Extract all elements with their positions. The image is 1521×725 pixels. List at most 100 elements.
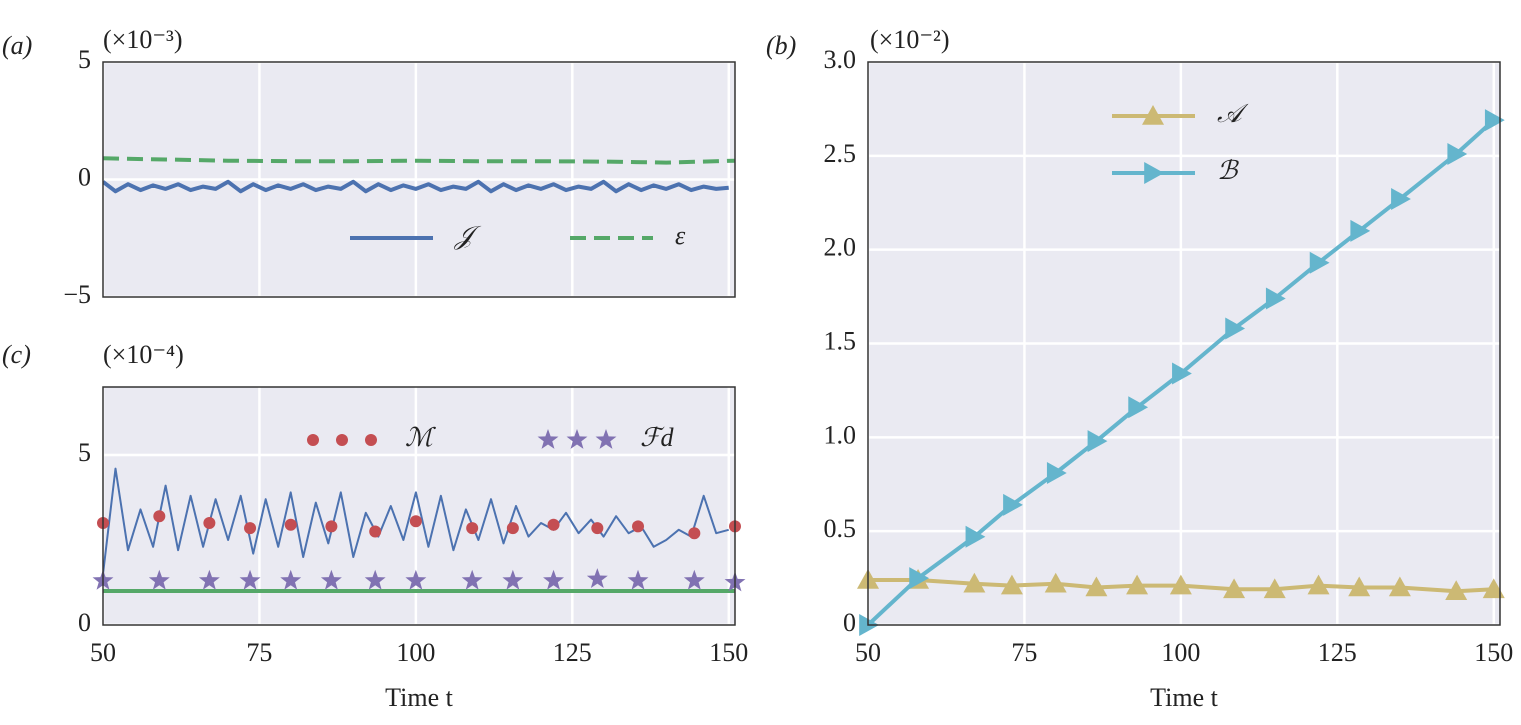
marker bbox=[1265, 287, 1286, 310]
y-tick-label: 2.0 bbox=[824, 233, 857, 262]
marker bbox=[239, 569, 261, 590]
series-line bbox=[103, 467, 729, 575]
y-tick-label: 2.5 bbox=[824, 139, 857, 168]
legend-marker bbox=[595, 429, 617, 449]
marker bbox=[1388, 576, 1411, 597]
plot-frame bbox=[102, 386, 736, 626]
x-tick-label: 150 bbox=[709, 638, 748, 667]
marker bbox=[1044, 572, 1067, 593]
marker bbox=[1447, 142, 1468, 165]
x-axis-label: Time t bbox=[1150, 683, 1218, 712]
scale-label: (×10⁻²) bbox=[870, 25, 950, 54]
legend-marker bbox=[336, 434, 348, 446]
legend-marker bbox=[566, 429, 588, 449]
y-tick-label: 1.0 bbox=[824, 420, 857, 449]
marker bbox=[586, 568, 608, 588]
marker bbox=[506, 522, 519, 535]
marker bbox=[543, 569, 564, 590]
y-tick-label: −5 bbox=[63, 280, 91, 309]
legend-marker bbox=[307, 434, 319, 446]
x-tick-label: 75 bbox=[1011, 638, 1037, 667]
y-tick-label: 0.5 bbox=[824, 514, 857, 543]
x-tick-label: 125 bbox=[1318, 638, 1357, 667]
marker bbox=[1172, 362, 1192, 385]
marker bbox=[1169, 574, 1192, 595]
y-tick-label: 5 bbox=[78, 438, 91, 467]
marker bbox=[1003, 493, 1023, 516]
marker bbox=[461, 569, 483, 590]
legend-marker bbox=[1142, 105, 1164, 125]
marker bbox=[280, 569, 302, 590]
y-tick-label: 0 bbox=[78, 162, 91, 191]
x-axis-label: Time t bbox=[385, 683, 453, 712]
panel-label: (b) bbox=[766, 31, 796, 60]
y-tick-label: 0 bbox=[78, 608, 91, 637]
marker bbox=[203, 517, 216, 529]
marker bbox=[683, 569, 705, 590]
marker bbox=[547, 518, 560, 531]
marker bbox=[466, 522, 479, 535]
legend-marker bbox=[1144, 162, 1164, 184]
marker bbox=[1225, 317, 1246, 340]
marker bbox=[1350, 219, 1371, 242]
legend-marker bbox=[365, 434, 377, 446]
marker bbox=[369, 525, 382, 538]
x-tick-label: 150 bbox=[1474, 638, 1513, 667]
marker bbox=[1445, 580, 1468, 601]
legend-label: ℳ bbox=[405, 423, 436, 452]
marker bbox=[409, 515, 422, 528]
x-tick-label: 50 bbox=[855, 638, 881, 667]
marker bbox=[627, 569, 649, 590]
legend-label: ℱd bbox=[640, 423, 674, 452]
marker bbox=[284, 518, 297, 531]
plot-frame bbox=[867, 61, 1501, 626]
x-tick-label: 75 bbox=[246, 638, 272, 667]
scale-label: (×10⁻³) bbox=[103, 25, 183, 54]
x-tick-label: 100 bbox=[396, 638, 435, 667]
marker bbox=[320, 569, 342, 590]
marker bbox=[1482, 578, 1505, 599]
marker bbox=[153, 510, 166, 523]
series-line bbox=[103, 179, 729, 194]
x-tick-label: 100 bbox=[1161, 638, 1200, 667]
marker bbox=[1223, 578, 1246, 599]
legend-label: ε bbox=[675, 221, 686, 250]
marker bbox=[963, 572, 986, 593]
marker bbox=[965, 525, 986, 548]
marker bbox=[1263, 578, 1286, 599]
marker bbox=[364, 569, 386, 590]
marker bbox=[1087, 430, 1108, 453]
marker bbox=[1348, 576, 1371, 597]
marker bbox=[148, 569, 170, 590]
scale-label: (×10⁻⁴) bbox=[103, 340, 184, 369]
x-tick-label: 50 bbox=[90, 638, 116, 667]
marker bbox=[244, 522, 257, 535]
marker bbox=[1128, 396, 1149, 419]
marker bbox=[1000, 574, 1023, 595]
marker bbox=[502, 569, 524, 590]
y-tick-label: 3.0 bbox=[824, 45, 857, 74]
marker bbox=[1046, 461, 1067, 484]
series-line bbox=[103, 156, 735, 165]
legend-label: ℬ bbox=[1217, 156, 1239, 185]
y-tick-label: 5 bbox=[78, 45, 91, 74]
legend-marker bbox=[537, 429, 559, 449]
marker bbox=[405, 569, 427, 590]
marker bbox=[1307, 574, 1330, 595]
y-tick-label: 1.5 bbox=[824, 326, 857, 355]
marker bbox=[909, 567, 930, 590]
marker bbox=[1309, 251, 1330, 274]
marker bbox=[632, 520, 645, 533]
marker bbox=[1085, 576, 1108, 597]
marker bbox=[1484, 109, 1505, 132]
marker bbox=[591, 522, 604, 535]
marker bbox=[198, 569, 220, 590]
marker bbox=[1126, 574, 1149, 595]
panel-label: (a) bbox=[2, 31, 32, 60]
y-tick-label: 0 bbox=[843, 608, 856, 637]
marker bbox=[688, 527, 701, 540]
marker bbox=[325, 520, 338, 533]
marker bbox=[1391, 187, 1411, 210]
plot-frame bbox=[102, 61, 736, 298]
